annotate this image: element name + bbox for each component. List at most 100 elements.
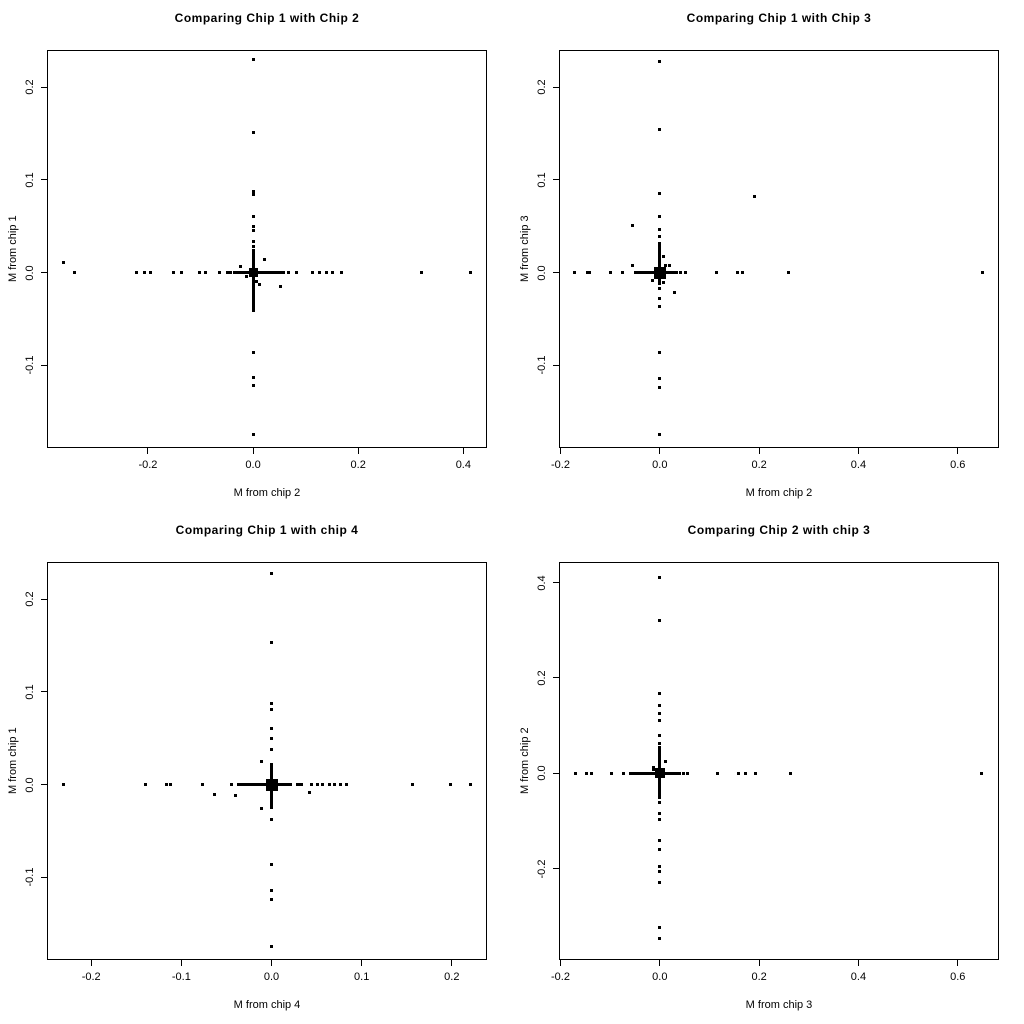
data-point (320, 783, 324, 787)
x-axis-label: M from chip 3 (745, 999, 813, 1011)
data-point (650, 278, 654, 282)
data-point (309, 783, 313, 787)
data-point (198, 271, 202, 275)
plot-area (47, 562, 487, 960)
plot-area (559, 562, 999, 960)
data-point (587, 271, 591, 275)
x-axis-tick (462, 448, 464, 454)
data-point (251, 193, 255, 197)
plot-area (559, 50, 999, 448)
data-point (201, 783, 205, 787)
data-point-cluster-center (248, 268, 258, 278)
data-point (631, 263, 635, 267)
data-point (251, 229, 255, 233)
data-point (658, 712, 662, 716)
x-axis-tick (147, 448, 149, 454)
data-point (251, 57, 255, 61)
data-point (609, 771, 613, 775)
data-point (658, 812, 662, 816)
data-point (658, 128, 662, 132)
data-point (311, 271, 315, 275)
data-point (270, 641, 273, 645)
y-tick-label: 0.2 (24, 591, 36, 607)
panel-chip2-vs-chip3: Comparing Chip 2 with chip 3 M from chip… (512, 512, 1024, 1024)
data-point (741, 271, 745, 275)
data-point (254, 279, 258, 283)
data-point-run-horizontal (295, 783, 304, 787)
data-point (251, 214, 255, 218)
data-point (658, 376, 662, 380)
x-tick-label: 0.2 (444, 971, 460, 983)
data-point (270, 702, 273, 706)
data-point (251, 245, 255, 249)
data-point (270, 862, 273, 866)
y-tick-label: 0.1 (24, 172, 36, 188)
y-tick-label: 0.4 (536, 574, 548, 591)
data-point (658, 350, 662, 354)
data-point-cluster-center (265, 778, 278, 791)
y-tick-label: -0.1 (536, 355, 548, 375)
data-point-run-vertical (658, 241, 662, 285)
y-tick-label: 0.2 (24, 79, 36, 95)
data-point (658, 234, 662, 238)
data-point (251, 189, 255, 193)
data-point (737, 771, 741, 775)
x-axis-tick (857, 960, 859, 966)
y-axis-tick (41, 598, 47, 600)
data-point (180, 271, 184, 275)
data-point (143, 271, 147, 275)
y-axis-label: M from chip 2 (519, 727, 531, 795)
panel-title: Comparing Chip 1 with Chip 2 (174, 11, 360, 25)
y-tick-label: 0.0 (24, 777, 36, 793)
x-tick-label: 0.6 (950, 459, 966, 471)
x-tick-label: 0.4 (455, 459, 471, 471)
panel-title: Comparing Chip 1 with Chip 3 (686, 11, 872, 25)
data-point (251, 350, 255, 354)
y-tick-label: 0.2 (536, 670, 548, 686)
data-point (339, 783, 343, 787)
y-axis-tick (553, 86, 559, 88)
data-point (787, 271, 791, 275)
data-point (620, 271, 624, 275)
panel-title: Comparing Chip 2 with chip 3 (687, 523, 871, 537)
x-tick-label: 0.2 (751, 971, 767, 983)
data-point (673, 290, 677, 294)
data-point (270, 818, 273, 822)
x-axis-tick (659, 960, 661, 966)
y-tick-label: 0.1 (536, 172, 548, 188)
y-axis-tick (553, 868, 559, 870)
panel-title: Comparing Chip 1 with chip 4 (175, 523, 359, 537)
data-point (736, 271, 740, 275)
x-axis-tick (659, 448, 661, 454)
x-axis-label: M from chip 4 (233, 999, 301, 1011)
data-point (658, 880, 662, 884)
data-point (203, 271, 207, 275)
data-point (658, 692, 662, 696)
data-point (344, 783, 348, 787)
data-point (584, 771, 588, 775)
data-point (419, 271, 423, 275)
data-point (658, 227, 662, 231)
data-point (230, 783, 234, 787)
x-tick-label: 0.0 (652, 459, 668, 471)
y-axis-tick (41, 876, 47, 878)
y-tick-label: 0.0 (24, 265, 36, 281)
data-point (981, 271, 985, 275)
x-tick-label: -0.2 (138, 459, 158, 471)
y-axis-label: M from chip 1 (7, 727, 19, 795)
x-tick-label: -0.2 (81, 971, 101, 983)
data-point (658, 733, 662, 737)
data-point (270, 888, 273, 892)
x-tick-label: 0.2 (350, 459, 366, 471)
y-axis-tick (553, 272, 559, 274)
data-point (658, 838, 662, 842)
data-point (658, 192, 662, 196)
x-axis-tick (180, 960, 182, 966)
data-point (589, 771, 593, 775)
x-tick-label: 0.4 (850, 459, 867, 471)
x-axis-tick (357, 448, 359, 454)
data-point (270, 708, 273, 711)
x-axis-tick (271, 960, 272, 966)
data-point (630, 223, 634, 227)
